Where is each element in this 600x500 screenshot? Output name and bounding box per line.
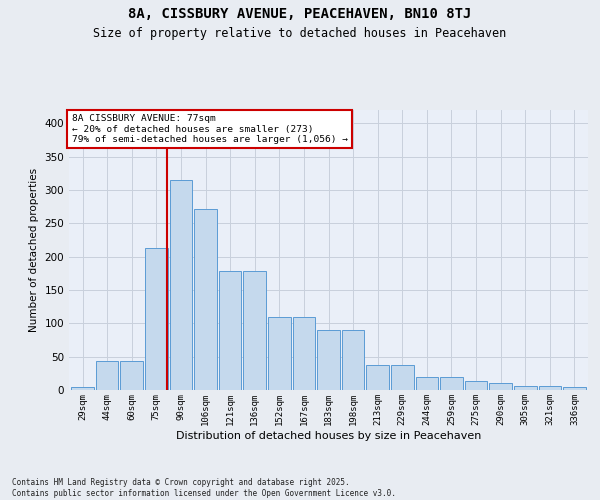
Bar [391, 364, 413, 390]
Bar [367, 364, 389, 390]
Bar [416, 376, 438, 390]
Bar [342, 330, 364, 390]
Bar [440, 376, 463, 390]
Bar [563, 386, 586, 390]
Bar [317, 330, 340, 390]
Text: Contains HM Land Registry data © Crown copyright and database right 2025.
Contai: Contains HM Land Registry data © Crown c… [12, 478, 396, 498]
Bar [194, 208, 217, 390]
Text: 8A CISSBURY AVENUE: 77sqm
← 20% of detached houses are smaller (273)
79% of semi: 8A CISSBURY AVENUE: 77sqm ← 20% of detac… [71, 114, 347, 144]
Bar [293, 316, 315, 390]
Bar [170, 180, 192, 390]
Bar [121, 362, 143, 390]
Bar [219, 270, 241, 390]
Bar [490, 384, 512, 390]
Bar [71, 386, 94, 390]
Bar [539, 386, 561, 390]
Text: Size of property relative to detached houses in Peacehaven: Size of property relative to detached ho… [94, 28, 506, 40]
Bar [244, 270, 266, 390]
Y-axis label: Number of detached properties: Number of detached properties [29, 168, 39, 332]
X-axis label: Distribution of detached houses by size in Peacehaven: Distribution of detached houses by size … [176, 430, 481, 440]
Bar [145, 248, 167, 390]
Bar [268, 316, 290, 390]
Text: 8A, CISSBURY AVENUE, PEACEHAVEN, BN10 8TJ: 8A, CISSBURY AVENUE, PEACEHAVEN, BN10 8T… [128, 8, 472, 22]
Bar [96, 362, 118, 390]
Bar [465, 380, 487, 390]
Bar [514, 386, 536, 390]
